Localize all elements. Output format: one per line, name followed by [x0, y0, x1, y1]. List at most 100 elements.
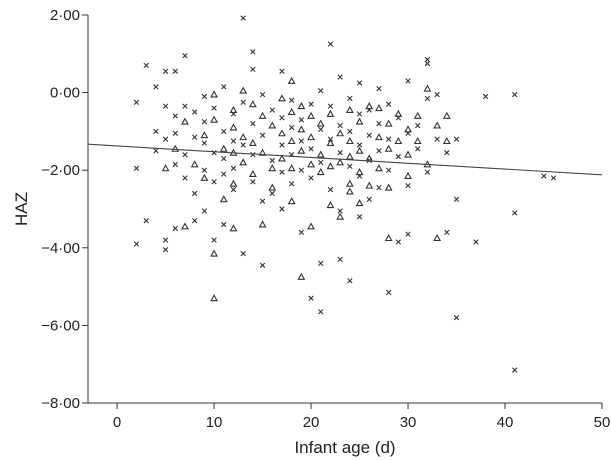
triangle-marker-point — [336, 158, 345, 166]
triangle-marker-point — [375, 103, 383, 112]
x-marker-point — [347, 95, 353, 102]
x-marker-point — [201, 140, 208, 146]
x-marker-point — [162, 136, 169, 142]
x-marker-point — [172, 113, 178, 119]
triangle-marker-point — [375, 164, 383, 172]
triangle-marker-point — [326, 162, 335, 170]
x-marker-point — [250, 66, 256, 73]
x-marker-point — [211, 237, 217, 243]
x-marker-point — [385, 167, 392, 173]
x-marker-point — [512, 91, 518, 98]
triangle-marker-point — [307, 222, 315, 230]
triangle-marker-point — [316, 150, 325, 158]
triangle-marker-point — [413, 136, 422, 145]
x-marker-point — [444, 150, 450, 156]
x-marker-point — [337, 150, 343, 156]
triangle-marker-point — [287, 136, 296, 145]
x-marker-point — [191, 109, 198, 115]
x-marker-point — [259, 91, 266, 98]
x-marker-point — [376, 86, 382, 92]
triangle-marker-point — [239, 133, 248, 141]
x-marker-point — [327, 41, 334, 47]
x-marker-point — [162, 103, 169, 109]
x-marker-point — [385, 136, 392, 142]
x-axis-title: Infant age (d) — [294, 438, 395, 457]
triangle-marker-point — [287, 76, 296, 84]
triangle-marker-point — [375, 133, 383, 141]
triangle-marker-point — [384, 144, 393, 152]
triangle-marker-point — [326, 109, 335, 117]
x-marker-point — [337, 74, 343, 80]
triangle-marker-point — [365, 181, 374, 189]
x-marker-point — [191, 217, 198, 224]
x-marker-point — [376, 148, 382, 154]
triangle-marker-point — [326, 138, 335, 146]
triangle-marker-point — [394, 109, 403, 117]
x-marker-point — [453, 136, 460, 142]
x-marker-point — [172, 68, 178, 74]
triangle-marker-point — [278, 94, 286, 102]
x-marker-point — [143, 62, 149, 69]
triangle-marker-point — [190, 160, 199, 168]
triangle-marker-point — [345, 152, 354, 160]
x-marker-point — [269, 107, 275, 113]
x-marker-point — [133, 165, 140, 171]
triangle-marker-point — [355, 117, 364, 125]
x-marker-point — [191, 134, 198, 140]
triangle-marker-point — [229, 224, 238, 232]
x-marker-point — [162, 237, 169, 243]
x-marker-point — [298, 229, 305, 235]
triangle-marker-point — [423, 84, 432, 92]
x-marker-point — [172, 130, 178, 137]
x-marker-point — [182, 175, 188, 181]
y-tick-label: −8·00 — [41, 395, 80, 412]
x-marker-point — [153, 128, 159, 135]
triangle-marker-point — [384, 233, 393, 242]
triangle-marker-point — [404, 171, 412, 179]
x-marker-point — [191, 190, 198, 197]
triangle-marker-point — [345, 105, 354, 114]
x-marker-point — [434, 91, 440, 98]
x-marker-point — [172, 225, 178, 232]
triangle-marker-point — [413, 111, 422, 119]
triangle-marker-point — [384, 119, 393, 127]
x-marker-point — [376, 120, 382, 127]
triangle-marker-point — [229, 105, 238, 114]
x-marker-point — [240, 250, 246, 257]
triangle-marker-point — [404, 150, 412, 158]
x-marker-point — [308, 295, 314, 301]
triangle-marker-point — [307, 133, 315, 141]
x-marker-point — [356, 80, 363, 86]
x-marker-point — [415, 122, 421, 129]
triangle-marker-point — [229, 179, 238, 187]
triangle-marker-point — [210, 115, 219, 123]
x-marker-point — [269, 190, 275, 197]
x-marker-point — [424, 56, 431, 63]
x-marker-point — [240, 99, 246, 105]
x-marker-point — [337, 208, 343, 214]
triangle-marker-point — [355, 146, 364, 154]
triangle-marker-point — [433, 121, 442, 129]
x-marker-point — [337, 256, 343, 263]
x-marker-point — [444, 229, 450, 235]
x-marker-point — [385, 289, 392, 296]
x-marker-point — [279, 206, 285, 212]
x-marker-point — [327, 186, 334, 193]
x-marker-point — [288, 181, 295, 187]
x-marker-point — [259, 262, 266, 268]
x-marker-point — [424, 169, 431, 175]
x-marker-point — [279, 68, 285, 74]
triangle-marker-point — [210, 294, 219, 302]
x-marker-point — [221, 221, 227, 228]
x-marker-point — [201, 93, 208, 100]
x-marker-point — [308, 101, 314, 107]
x-marker-point — [347, 128, 353, 135]
x-marker-point — [211, 105, 217, 111]
x-marker-point — [230, 186, 237, 193]
x-marker-point — [327, 103, 334, 109]
x-marker-point — [356, 111, 363, 117]
x-marker-point — [250, 49, 256, 55]
x-marker-point — [221, 155, 227, 162]
x-marker-point — [385, 101, 392, 107]
x-marker-point — [453, 196, 460, 202]
